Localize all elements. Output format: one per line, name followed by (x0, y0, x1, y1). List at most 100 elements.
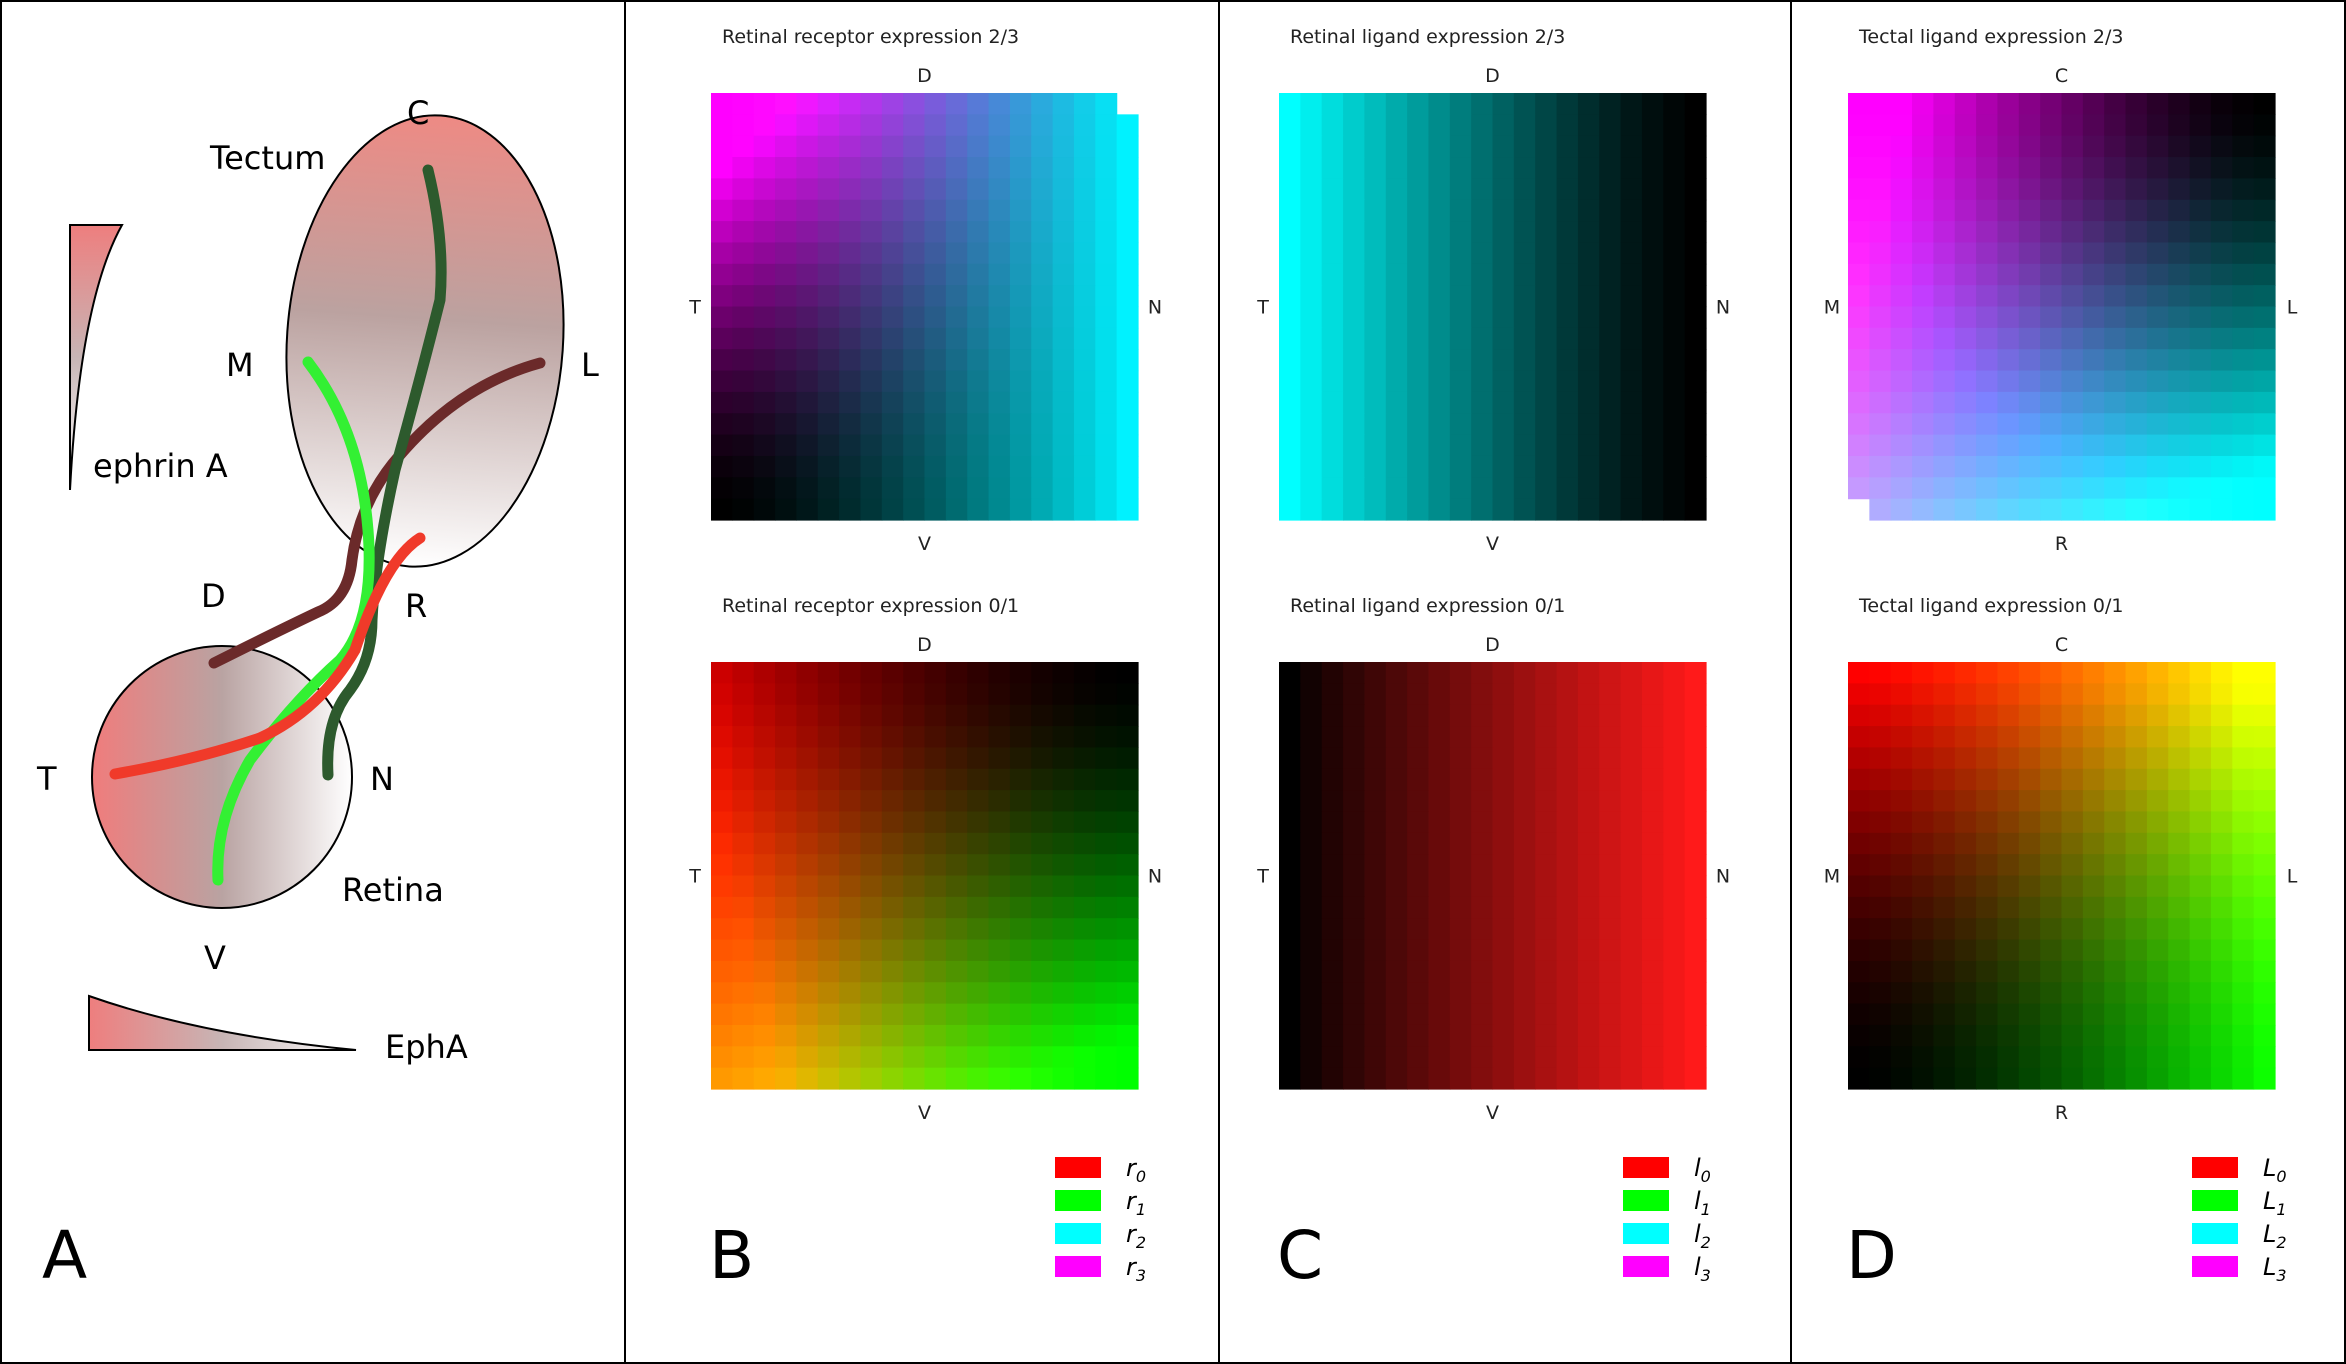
heatmap-cell (1385, 413, 1408, 436)
heatmap-cell (1492, 135, 1515, 158)
heatmap-cell (1577, 982, 1600, 1005)
heatmap-cell (2168, 263, 2191, 286)
heatmap-cell (817, 306, 840, 329)
heatmap-cell (2040, 704, 2063, 727)
heatmap-cell (1031, 960, 1054, 983)
heatmap-cell (2210, 918, 2233, 941)
heatmap-cell (1428, 982, 1451, 1005)
heatmap-cell (1031, 178, 1054, 201)
heatmap-cell (817, 1024, 840, 1047)
heatmap-cell (1933, 1067, 1956, 1090)
heatmap-cell (1364, 939, 1387, 962)
heatmap-cell (924, 982, 947, 1005)
heatmap-cell (903, 434, 926, 457)
heatmap-cell (1663, 157, 1686, 179)
heatmap-cell (1428, 242, 1451, 265)
heatmap-cell (1954, 832, 1977, 855)
heatmap-cell (2061, 1024, 2084, 1047)
heatmap-cell (1535, 285, 1558, 308)
heatmap-cell (988, 790, 1011, 813)
heatmap-cell (2210, 811, 2233, 834)
heatmap-cell (1385, 918, 1408, 941)
heatmap-cell (1997, 391, 2020, 414)
heatmap-cell (1449, 242, 1472, 265)
heatmap-cell (2253, 178, 2276, 201)
heatmap-cell (2232, 704, 2255, 727)
axis-label-left: M (1824, 297, 1840, 319)
heatmap-cell (1997, 157, 2020, 179)
heatmap-cell (1513, 114, 1536, 137)
heatmap-cell (2232, 747, 2255, 770)
heatmap-cell (1449, 477, 1472, 500)
heatmap-cell (1556, 747, 1579, 770)
heatmap-cell (1031, 370, 1054, 393)
heatmap-cell (988, 768, 1011, 791)
heatmap-cell (1976, 178, 1999, 201)
heatmap-cell (2104, 178, 2127, 201)
heatmap-cell (1997, 832, 2020, 855)
heatmap-cell (1556, 960, 1579, 983)
heatmap-cell (903, 726, 926, 748)
heatmap-cell (1976, 349, 1999, 372)
heatmap-cell (1620, 221, 1643, 244)
heatmap-cell (2018, 1003, 2041, 1026)
heatmap-cell (1912, 683, 1934, 706)
heatmap-cell (2253, 285, 2276, 308)
heatmap-cell (1933, 704, 1956, 727)
heatmap-cell (1577, 221, 1600, 244)
heatmap-cell (1556, 93, 1579, 115)
axon-red (109, 532, 426, 780)
heatmap-cell (1428, 1046, 1451, 1069)
heatmap-cell (1073, 982, 1096, 1005)
heatmap-cell (1684, 157, 1707, 179)
heatmap-cell (2189, 135, 2212, 158)
heatmap-cell (732, 1067, 755, 1090)
heatmap-cell (1492, 896, 1515, 919)
heatmap-cell (1343, 93, 1365, 115)
heatmap-cell (1052, 832, 1075, 855)
heatmap-cell (1869, 1067, 1892, 1090)
heatmap-cell (945, 157, 968, 179)
heatmap-cell (924, 199, 947, 222)
heatmap-cell (1300, 455, 1323, 478)
heatmap-cell (1364, 811, 1387, 834)
heatmap-cell (2189, 434, 2212, 457)
heatmap-cell (1620, 327, 1643, 350)
heatmap-cell (1364, 349, 1387, 372)
heatmap-cell (753, 832, 776, 855)
heatmap-cell (2040, 939, 2063, 962)
heatmap-cell (1933, 178, 1956, 201)
heatmap-cell (1428, 811, 1451, 834)
heatmap-cell (2125, 498, 2148, 521)
heatmap-cell (1343, 683, 1365, 706)
legend-subscript: 0 (2276, 1167, 2286, 1186)
heatmap-cell (1954, 370, 1977, 393)
heatmap-cell (839, 455, 862, 478)
heatmap-cell (1073, 455, 1096, 478)
heatmap-cell (2040, 1067, 2063, 1090)
heatmap-cell (1912, 939, 1934, 962)
axis-label-bottom: V (1486, 533, 1499, 555)
heatmap-cell (2168, 960, 2191, 983)
heatmap-cell (2232, 875, 2255, 898)
heatmap-cell (1954, 960, 1977, 983)
heatmap-cell (1577, 896, 1600, 919)
heatmap-cell (2210, 306, 2233, 329)
heatmap-cell (1848, 832, 1870, 855)
heatmap-cell (1321, 413, 1344, 436)
heatmap-cell (1599, 285, 1622, 308)
heatmap-cell (1343, 939, 1365, 962)
heatmap-cell (1997, 477, 2020, 500)
heatmap-cell (2168, 1046, 2191, 1069)
heatmap-cell (1471, 918, 1494, 941)
axis-label-left: T (1256, 297, 1269, 319)
heatmap-cell (2168, 413, 2191, 436)
heatmap-cell (1073, 306, 1096, 329)
heatmap-cell (1535, 157, 1558, 179)
heatmap-cell (817, 704, 840, 727)
heatmap-cell (1577, 178, 1600, 201)
heatmap-cell (1428, 662, 1451, 684)
heatmap-cell (1869, 982, 1892, 1005)
axis-label-right: N (1716, 866, 1730, 888)
